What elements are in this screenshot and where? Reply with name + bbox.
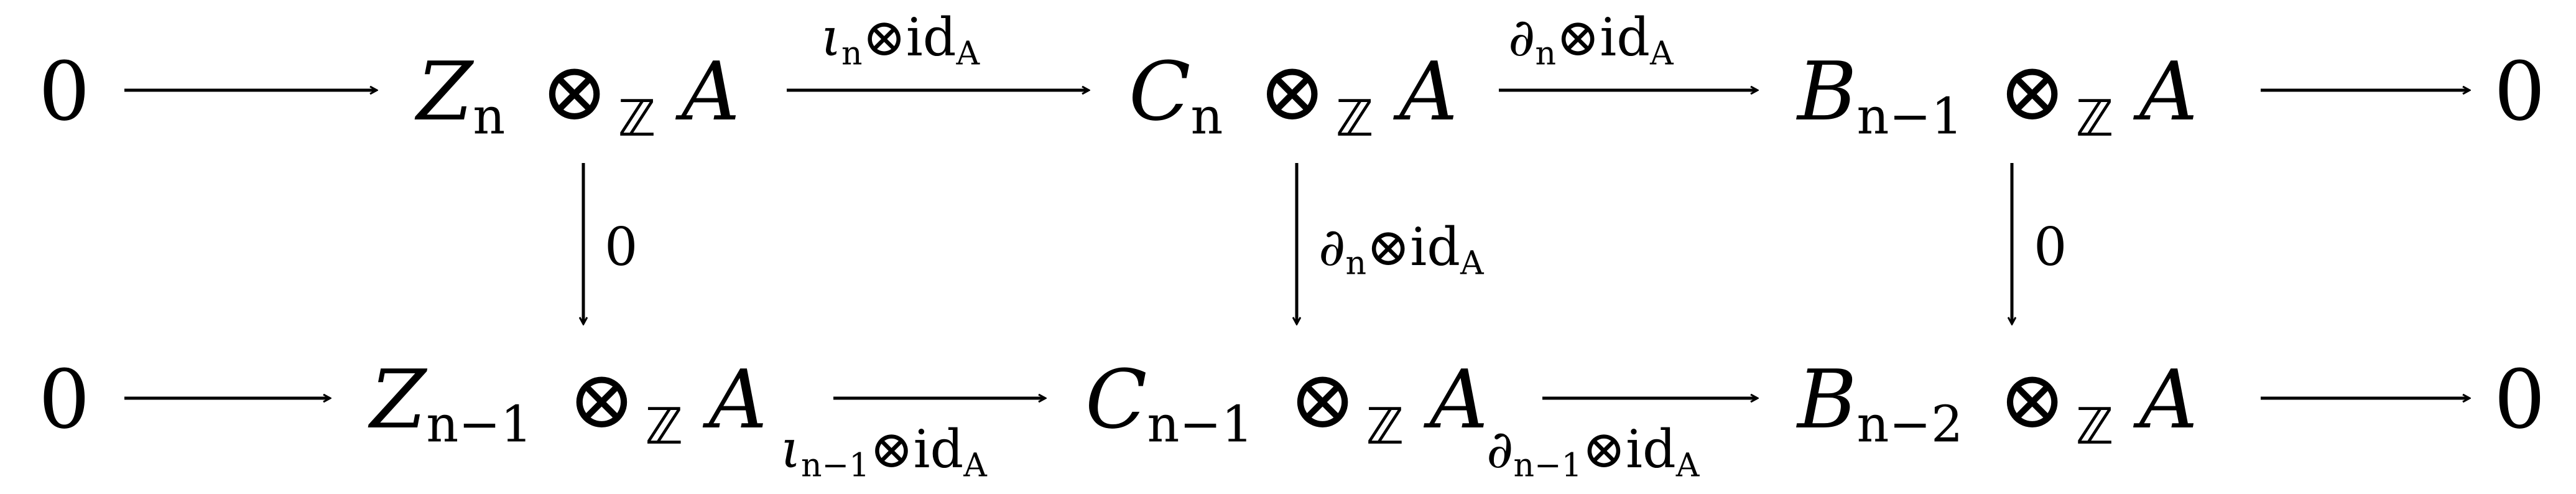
top-zero-left: 0: [39, 44, 90, 139]
label-vert-mid: ∂n⊗idA: [1318, 217, 1484, 282]
label-top-partial: ∂n⊗idA: [1508, 7, 1674, 73]
label-vert-right: 0: [2034, 217, 2067, 277]
bottom-B-tensor-A: Bn−2 ⊗ ℤ A: [1797, 352, 2198, 456]
bottom-C-tensor-A: Cn−1 ⊗ ℤ A: [1085, 352, 1488, 456]
top-Z-tensor-A: Zn ⊗ ℤ A: [417, 44, 740, 148]
bottom-Z-tensor-A: Zn−1 ⊗ ℤ A: [370, 352, 767, 456]
bottom-zero-left: 0: [39, 352, 90, 447]
label-top-iota: ιn⊗idA: [821, 7, 980, 73]
bottom-zero-right: 0: [2494, 352, 2546, 447]
label-vert-left: 0: [605, 217, 638, 277]
top-B-tensor-A: Bn−1 ⊗ ℤ A: [1797, 44, 2198, 148]
top-zero-right: 0: [2494, 44, 2546, 139]
top-C-tensor-A: Cn ⊗ ℤ A: [1129, 44, 1458, 148]
label-bottom-partial: ∂n−1⊗idA: [1486, 419, 1700, 485]
label-bottom-iota: ιn−1⊗idA: [781, 419, 987, 485]
